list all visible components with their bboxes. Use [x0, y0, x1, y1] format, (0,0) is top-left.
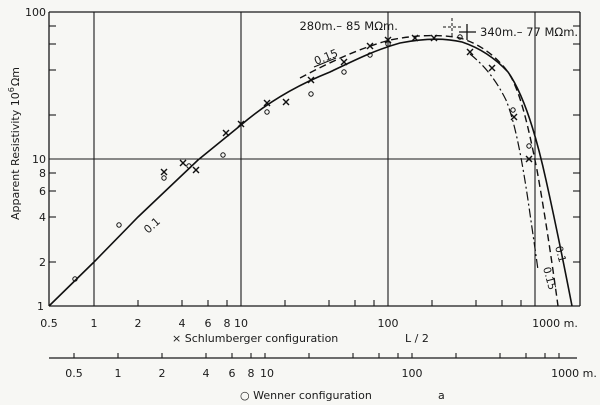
x-point [488, 64, 496, 72]
x-tick-2: 2 [135, 317, 142, 330]
o-point [367, 52, 373, 58]
o-point [457, 34, 463, 40]
wenner-axis [49, 353, 577, 359]
o-point [186, 163, 192, 169]
x2-tick-1000: 1000 m. [551, 367, 597, 380]
x-axis-title: × Schlumberger configuration [172, 332, 338, 345]
theoretical-curves [48, 34, 573, 307]
peak-annotations: 280m.– 85 MΩm. 340m.– 77 MΩm. [299, 18, 578, 40]
annotation-340m: 340m.– 77 MΩm. [480, 25, 578, 39]
x-tick-100: 100 [378, 317, 399, 330]
y-tick-8: 8 [39, 167, 46, 180]
x-point [340, 58, 348, 66]
x-point [222, 129, 230, 137]
x-tick-labels-schlumberger: 0.5 1 2 4 6 8 10 100 1000 m. [40, 317, 578, 330]
x-point [384, 36, 392, 44]
x2-tick-0.5: 0.5 [65, 367, 83, 380]
o-point [264, 109, 270, 115]
annotation-280m: 280m.– [299, 19, 342, 33]
x-tick-10: 10 [234, 317, 248, 330]
y-axis-title: Apparent Resistivity 106Ωm [7, 67, 22, 220]
x2-tick-8: 8 [248, 367, 255, 380]
curve-label-0.1: 0.1 [141, 215, 163, 236]
o-point [526, 143, 532, 149]
x2-axis-variable: a [438, 389, 445, 402]
curve-0.15 [299, 34, 559, 307]
x-point [160, 168, 168, 176]
x2-tick-6: 6 [229, 367, 236, 380]
curve-label-0.15-group: 0.15 [312, 47, 340, 68]
x-axis-variable: L / 2 [405, 332, 429, 345]
x-point [192, 166, 200, 174]
x2-axis-title: ○ Wenner configuration [240, 389, 372, 402]
y-ticks-right [573, 25, 580, 263]
x2-tick-100: 100 [402, 367, 423, 380]
o-point [220, 152, 226, 158]
x2-tick-4: 4 [203, 367, 210, 380]
annotation-85mohm: 85 MΩm. [346, 19, 398, 33]
y-tick-6: 6 [39, 185, 46, 198]
o-point [72, 276, 78, 282]
x2-tick-2: 2 [159, 367, 166, 380]
x-point [282, 98, 290, 106]
x-tick-8: 8 [224, 317, 231, 330]
x-point [466, 48, 474, 56]
y-tick-1: 1 [37, 300, 44, 313]
schlumberger-points [160, 34, 533, 176]
x-point [430, 34, 438, 42]
x2-tick-1: 1 [115, 367, 122, 380]
x-point [263, 99, 271, 107]
x-point [307, 76, 315, 84]
x-point [525, 155, 533, 163]
curve-label-0.15-right: 0.15 [540, 266, 558, 292]
y-tick-2: 2 [39, 256, 46, 269]
o-point [161, 175, 167, 181]
y-tick-10: 10 [32, 153, 46, 166]
curve-dashdot [469, 53, 539, 271]
o-point [116, 222, 122, 228]
x-tick-6: 6 [205, 317, 212, 330]
x-tick-1000: 1000 m. [532, 317, 578, 330]
y-axis-label-exp: 6 [7, 87, 16, 92]
x2-tick-10: 10 [260, 367, 274, 380]
y-axis-label-text: Apparent Resistivity 10 [9, 92, 22, 220]
o-point [308, 91, 314, 97]
x-point [179, 159, 187, 167]
o-point [510, 107, 516, 113]
x-ticks-schlumberger [137, 300, 522, 306]
x-point [366, 42, 374, 50]
y-axis-label-unit: Ωm [9, 67, 22, 86]
y-tick-100: 100 [25, 6, 46, 19]
x-tick-labels-wenner: 0.5 1 2 4 6 8 10 100 1000 m. [65, 367, 597, 380]
x-point [411, 34, 419, 42]
x-point [237, 120, 245, 128]
x-tick-1: 1 [91, 317, 98, 330]
x-point [510, 113, 518, 121]
svg-text:Apparent Resistivity 106Ωm: Apparent Resistivity 106Ωm [7, 67, 22, 220]
curve-label-0.1-right: 0.1 [552, 245, 568, 264]
o-point [385, 41, 391, 47]
y-tick-4: 4 [39, 211, 46, 224]
x-tick-4: 4 [179, 317, 186, 330]
o-point [341, 69, 347, 75]
y-ticks-left [49, 25, 56, 263]
y-tick-labels: 1 2 4 6 8 10 100 [25, 6, 46, 313]
curve-label-0.15: 0.15 [312, 47, 340, 68]
x-tick-0.5: 0.5 [40, 317, 58, 330]
wenner-points [72, 34, 532, 282]
curve-0.1 [48, 38, 573, 307]
